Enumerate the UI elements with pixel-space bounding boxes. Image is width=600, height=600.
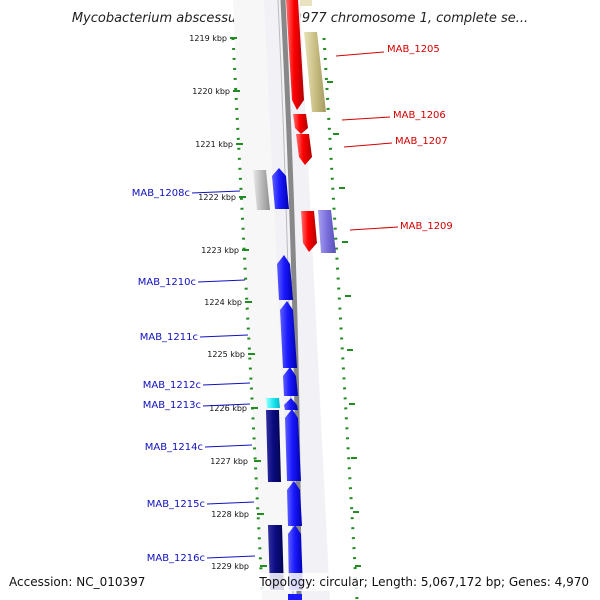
gene-arrow-mab-1212c[interactable] xyxy=(283,367,298,396)
gene-arrow-next-feature[interactable] xyxy=(288,594,302,600)
right-tick-ruler xyxy=(322,37,359,600)
gene-label-mab-1207[interactable]: MAB_1207 xyxy=(395,136,448,147)
tick-label-1219: 1219 kbp xyxy=(189,34,227,43)
gene-arrow-mab-1211c[interactable] xyxy=(280,301,297,368)
gene-mab-1205[interactable] xyxy=(286,0,312,110)
tick-label-1227: 1227 kbp xyxy=(210,457,248,466)
gene-arrow-mab-1213c-forward[interactable] xyxy=(284,398,298,410)
gene-label-mab-1206[interactable]: MAB_1206 xyxy=(393,110,446,121)
gene-label-mab-1216c[interactable]: MAB_1216c xyxy=(147,553,205,564)
tick-label-1220: 1220 kbp xyxy=(192,87,230,96)
gene-arrow-mab-1208c[interactable] xyxy=(272,168,289,209)
gene-label-mab-1211c[interactable]: MAB_1211c xyxy=(140,332,198,343)
tick-label-1221: 1221 kbp xyxy=(195,140,233,149)
gene-arrow-mab-1209[interactable] xyxy=(301,211,317,252)
gene-arrow-violet-feature[interactable] xyxy=(318,210,336,253)
tick-label-1228: 1228 kbp xyxy=(211,510,249,519)
gene-arrow-mab-1205[interactable] xyxy=(286,0,304,110)
tick-label-1222: 1222 kbp xyxy=(198,193,236,202)
gene-label-mab-1215c[interactable]: MAB_1215c xyxy=(147,499,205,510)
leader-lines-right xyxy=(335,51,399,231)
gene-arrow-mab-1207[interactable] xyxy=(296,134,312,165)
gene-arrow-mab-1214c[interactable] xyxy=(266,410,281,482)
gene-arrow-mab-1206[interactable] xyxy=(293,114,308,134)
gene-label-mab-1205[interactable]: MAB_1205 xyxy=(387,44,440,55)
gene-arrow-mab-1210c[interactable] xyxy=(277,255,293,300)
gene-arrow-gray-feature[interactable] xyxy=(253,170,270,210)
gene-label-mab-1208c[interactable]: MAB_1208c xyxy=(132,188,190,199)
gene-label-mab-1210c[interactable]: MAB_1210c xyxy=(138,277,196,288)
left-tick-ruler xyxy=(231,37,264,591)
tick-label-1229: 1229 kbp xyxy=(211,562,249,571)
topology-text: Topology: circular; Length: 5,067,172 bp… xyxy=(258,575,589,589)
gene-arrow-mab-1215c[interactable] xyxy=(287,481,302,526)
tick-label-1223: 1223 kbp xyxy=(201,246,239,255)
major-tick-marks xyxy=(230,37,361,567)
footer-backdrop xyxy=(0,573,600,591)
gene-arrow-mab-1213c[interactable] xyxy=(266,398,280,408)
gene-label-mab-1212c[interactable]: MAB_1212c xyxy=(143,380,201,391)
gene-arrow-mab-1214c-forward[interactable] xyxy=(285,409,301,481)
leader-lines-left xyxy=(191,190,256,559)
accession-text: Accession: NC_010397 xyxy=(9,575,145,589)
gene-label-mab-1214c[interactable]: MAB_1214c xyxy=(145,442,203,453)
tick-label-1225: 1225 kbp xyxy=(207,350,245,359)
gene-arrow-olive-feature[interactable] xyxy=(304,32,326,112)
gene-label-mab-1209[interactable]: MAB_1209 xyxy=(400,221,453,232)
tick-label-1224: 1224 kbp xyxy=(204,298,242,307)
tick-label-1226: 1226 kbp xyxy=(209,404,247,413)
gene-label-mab-1213c[interactable]: MAB_1213c xyxy=(143,400,201,411)
